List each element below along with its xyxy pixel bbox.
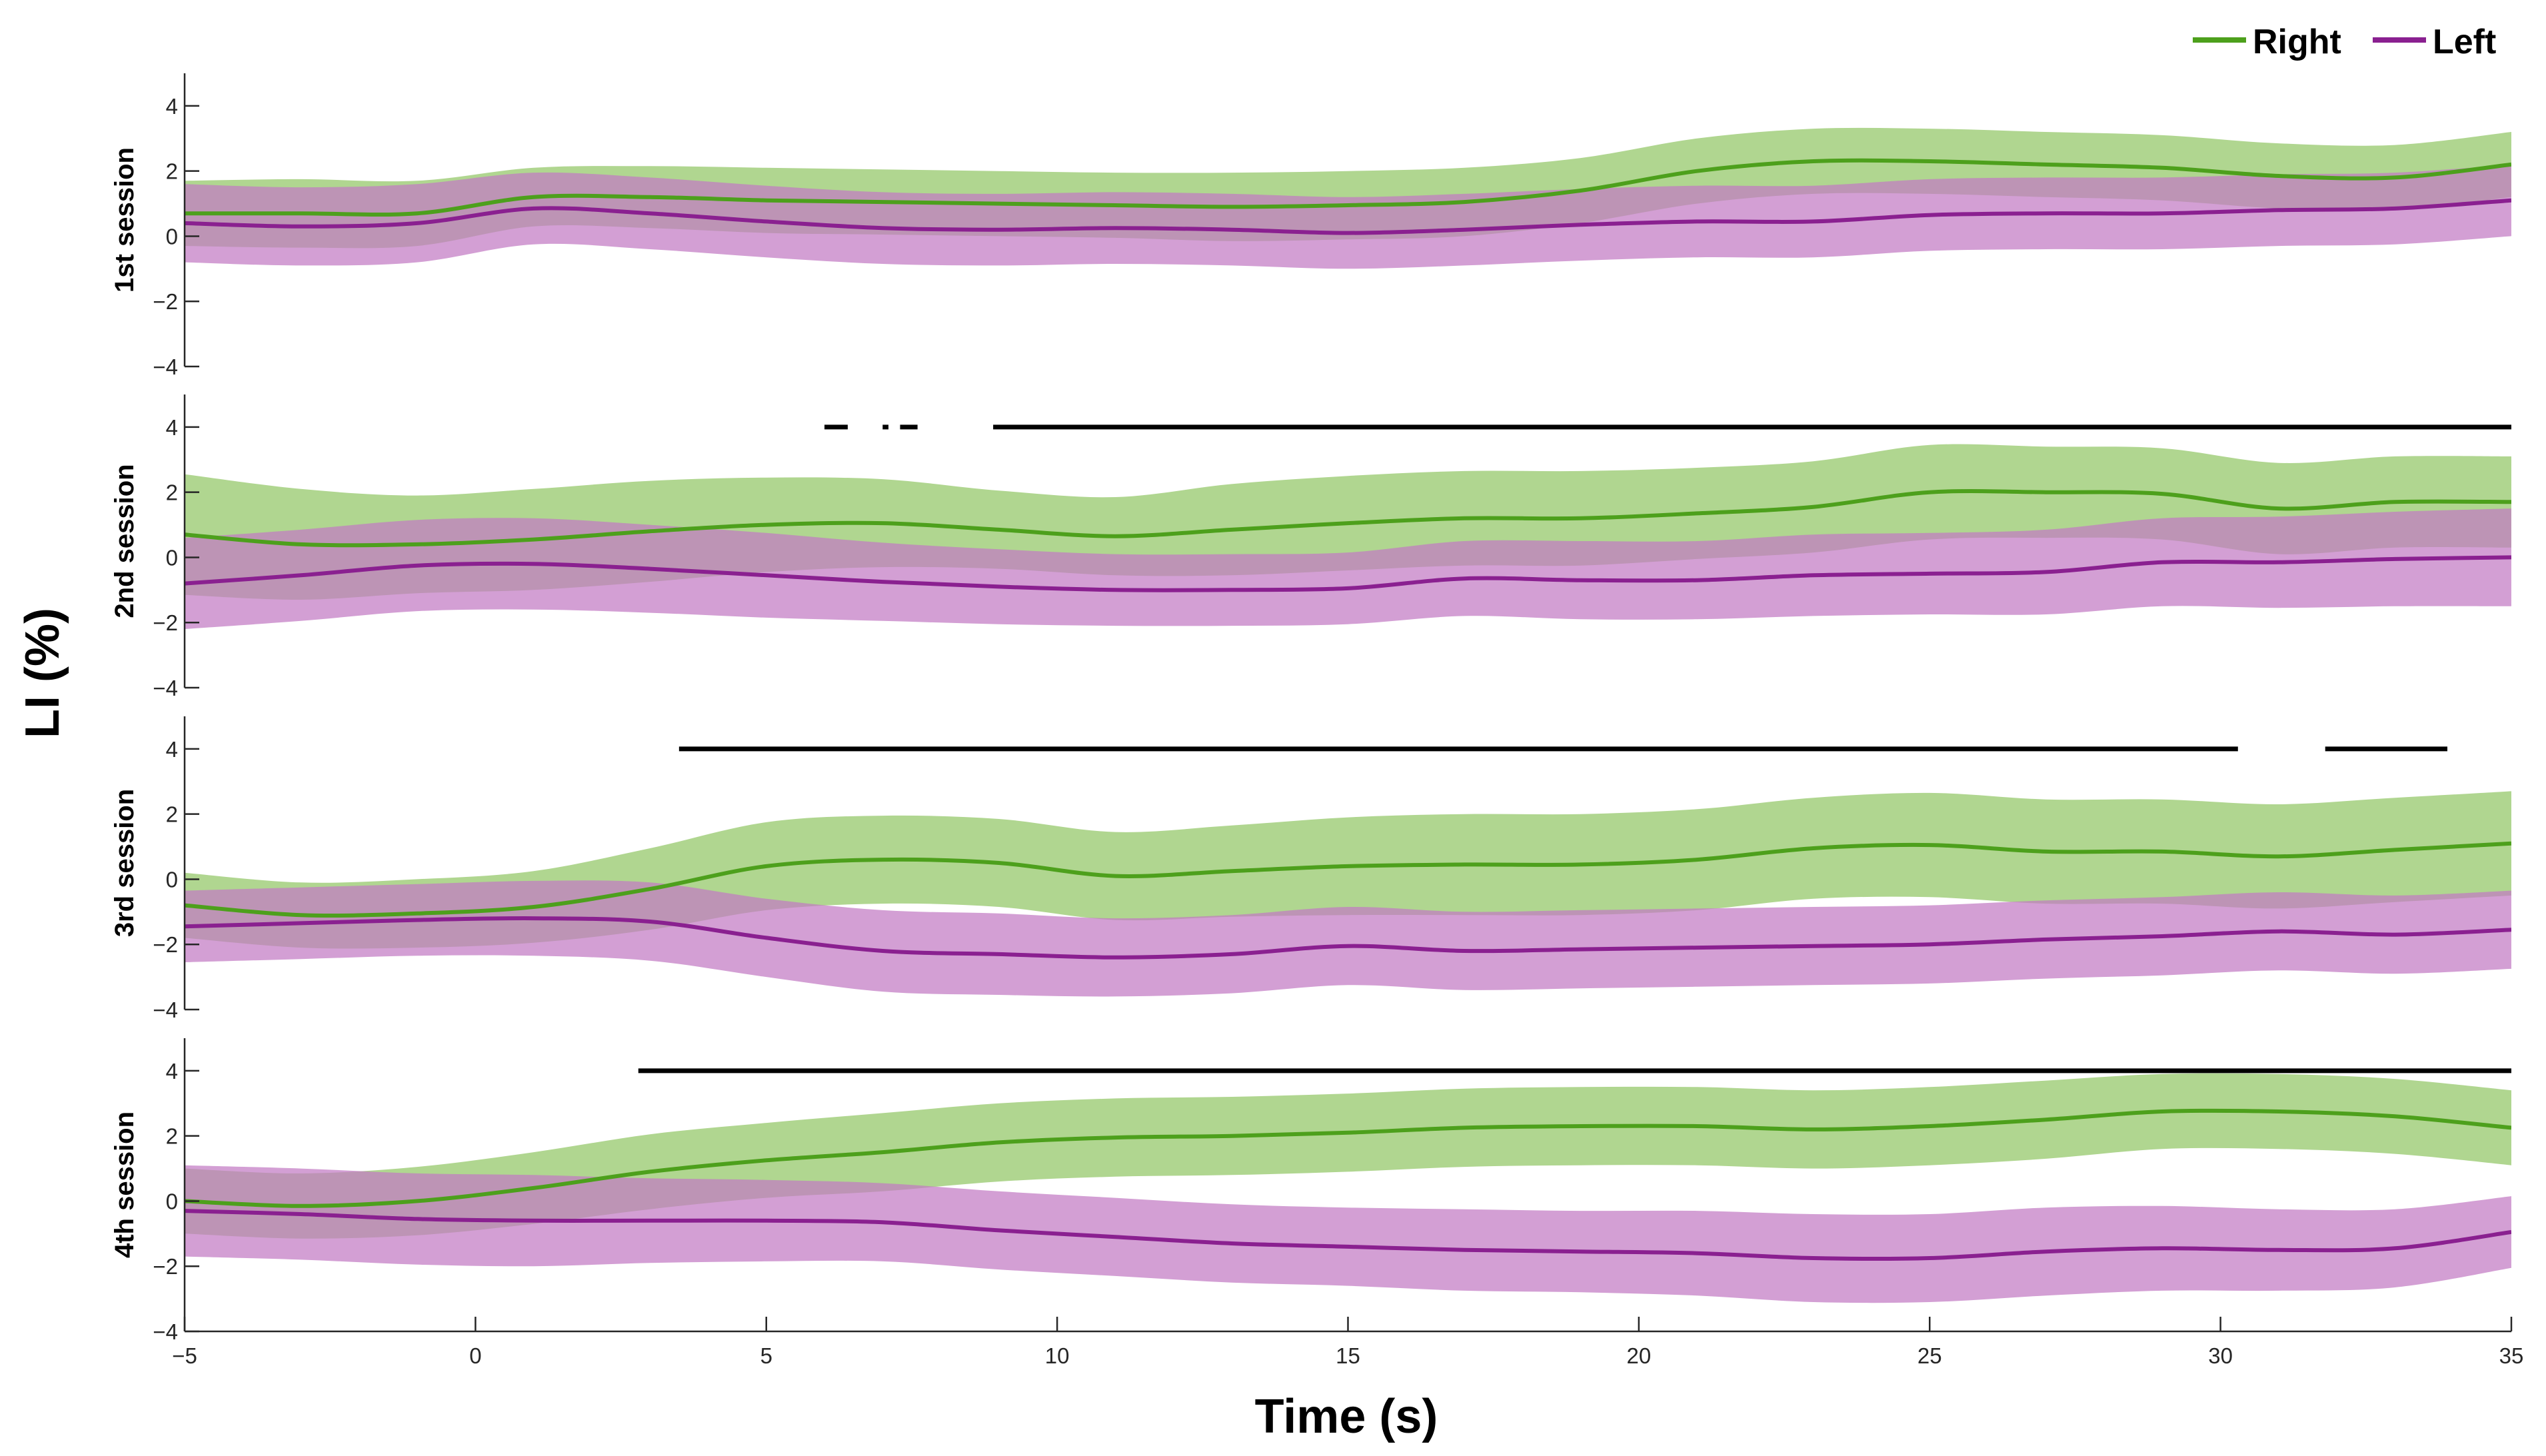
panel-3: −4 −2 0 2 4 3rd session [110,716,2511,1022]
x-tick-label: 10 [1045,1343,1070,1368]
y-tick-label: 2 [166,159,178,184]
left-mean-line [185,1209,2511,1261]
panel-label: 3rd session [110,789,139,937]
y-tick-label: 4 [166,1059,178,1084]
legend: Right Left [2193,23,2496,61]
right-mean-line [185,488,2511,548]
y-tick-label: −2 [153,932,178,957]
y-tick-label: 2 [166,480,178,505]
y-tick-label: 4 [166,94,178,119]
x-tick-label: 25 [1917,1343,1942,1368]
left-mean-line [185,916,2511,960]
y-axis-title: LI (%) [16,608,69,738]
panel-2-data [185,444,2511,629]
panel-label: 2nd session [110,464,139,618]
y-tick-label: 0 [166,545,178,570]
panel-3-data [185,791,2511,997]
y-tick-label: 0 [166,1189,178,1213]
legend-right-label: Right [2253,23,2341,61]
left-mean-line [185,555,2511,592]
y-tick-label: −2 [153,610,178,635]
left-sd-band [185,508,2511,629]
y-tick-label: −2 [153,1254,178,1279]
panel-4: −4 −2 0 2 4 4th session [110,1038,2511,1344]
panel-label: 1st session [110,147,139,293]
y-tick-label: 2 [166,802,178,827]
panel-2: −4 −2 0 2 4 2nd session [110,394,2511,700]
x-axis: −5 0 5 10 15 20 25 30 35 [172,1317,2523,1368]
panel-1: −4 −2 0 2 4 1st session [110,73,2511,379]
right-mean-line [185,841,2511,918]
x-axis-title: Time (s) [1255,1390,1438,1443]
panels-layer: −4 −2 0 2 4 1st session −4 −2 0 2 4 2nd session −4 −2… [110,73,2523,1368]
x-tick-label: 20 [1627,1343,1652,1368]
y-tick-label: −4 [153,1319,178,1344]
y-tick-label: 4 [166,415,178,440]
left-sd-band [185,880,2511,997]
y-tick-label: 0 [166,867,178,892]
panel-4-data [185,1073,2511,1303]
right-mean-line [185,158,2511,217]
panel-1-data [185,127,2511,269]
x-tick-label: 15 [1336,1343,1360,1368]
legend-left-label: Left [2433,23,2496,61]
y-tick-label: −4 [153,676,178,700]
left-sd-band [185,1165,2511,1303]
y-tick-label: 4 [166,737,178,762]
y-tick-label: −4 [153,998,178,1022]
left-sd-band [185,164,2511,269]
left-mean-line [185,198,2511,235]
x-tick-label: 5 [760,1343,772,1368]
y-tick-label: −2 [153,289,178,314]
x-tick-label: 0 [469,1343,481,1368]
right-mean-line [185,1108,2511,1208]
y-tick-label: 0 [166,224,178,249]
x-tick-label: 35 [2499,1343,2524,1368]
x-tick-label: −5 [172,1343,197,1368]
y-tick-label: −4 [153,355,178,379]
x-tick-label: 30 [2208,1343,2233,1368]
y-tick-label: 2 [166,1124,178,1149]
panel-label: 4th session [110,1111,139,1258]
